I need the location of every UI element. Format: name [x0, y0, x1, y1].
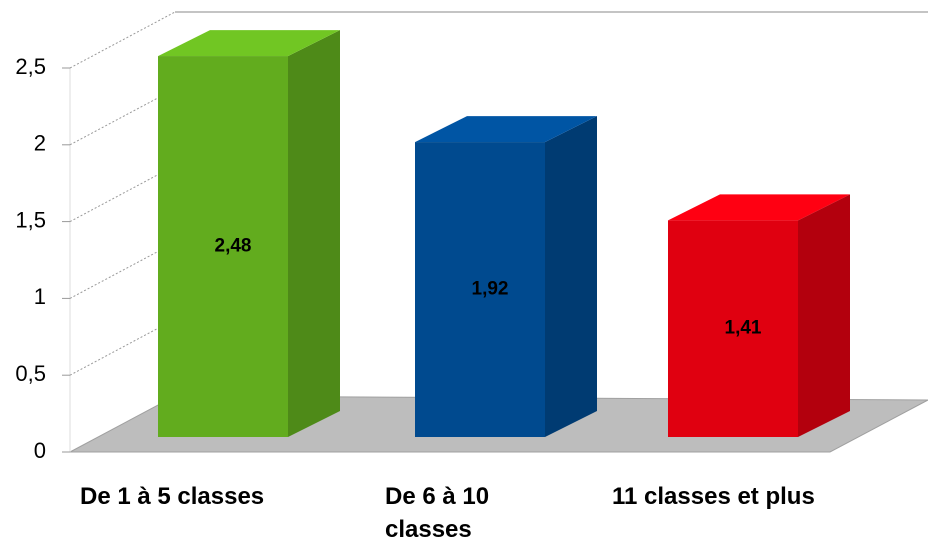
data-label: 1,41	[725, 318, 762, 339]
bar-side	[545, 116, 597, 437]
x-tick-label: 11 classes et plus	[612, 483, 815, 510]
data-label: 2,48	[215, 236, 252, 257]
bar	[668, 220, 798, 437]
y-tick-label: 0,5	[15, 361, 46, 386]
bar-top	[415, 116, 597, 143]
y-tick-label: 2,5	[15, 54, 46, 79]
bar	[415, 142, 545, 437]
data-label: 1,92	[472, 279, 509, 300]
y-tick-label: 1	[34, 284, 46, 309]
bar-top	[158, 30, 340, 57]
bar	[158, 56, 288, 438]
y-tick-label: 0	[34, 438, 46, 463]
x-tick-label: De 1 à 5 classes	[80, 483, 265, 510]
bar-side	[798, 194, 850, 437]
bar-top	[668, 194, 850, 221]
y-tick-label: 1,5	[15, 207, 46, 232]
y-tick-label: 2	[34, 131, 46, 156]
bar-side	[288, 30, 340, 438]
x-tick-label: De 6 à 10 classes	[385, 483, 490, 543]
